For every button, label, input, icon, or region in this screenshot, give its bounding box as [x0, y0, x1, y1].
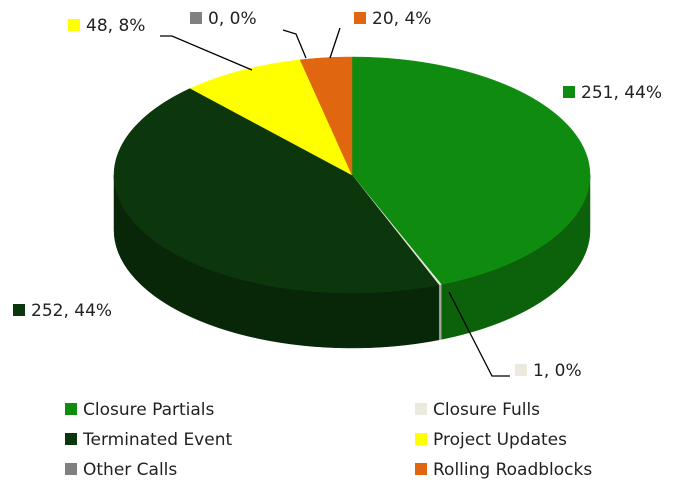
data-label: 251, 44% [581, 83, 662, 103]
legend-swatch [65, 433, 77, 445]
legend-swatch [65, 463, 77, 475]
legend-label: Rolling Roadblocks [433, 460, 592, 480]
label-marker [563, 86, 575, 98]
label-marker [354, 12, 366, 24]
legend-swatch [65, 403, 77, 415]
legend-label: Closure Partials [83, 400, 215, 420]
data-label: 48, 8% [86, 16, 145, 36]
legend-label: Project Updates [433, 430, 567, 450]
label-marker [190, 12, 202, 24]
legend-label: Closure Fulls [433, 400, 540, 420]
legend-label: Terminated Event [82, 430, 232, 450]
leader-line [448, 291, 510, 377]
data-label: 20, 4% [372, 9, 431, 29]
label-marker [515, 364, 527, 376]
label-marker [68, 19, 80, 31]
data-label: 0, 0% [208, 9, 257, 29]
slice-side [438, 284, 442, 341]
legend-swatch [415, 403, 427, 415]
data-label: 252, 44% [31, 301, 112, 321]
legend-swatch [415, 463, 427, 475]
legend-label: Other Calls [83, 460, 177, 480]
leader-line [160, 35, 253, 71]
label-marker [13, 304, 25, 316]
legend-swatch [415, 433, 427, 445]
leader-line [282, 29, 307, 59]
slice [113, 88, 440, 294]
slice [299, 56, 353, 176]
slice [351, 56, 591, 285]
slice [189, 59, 353, 176]
data-label: 1, 0% [533, 361, 582, 381]
leader-line [329, 27, 341, 59]
